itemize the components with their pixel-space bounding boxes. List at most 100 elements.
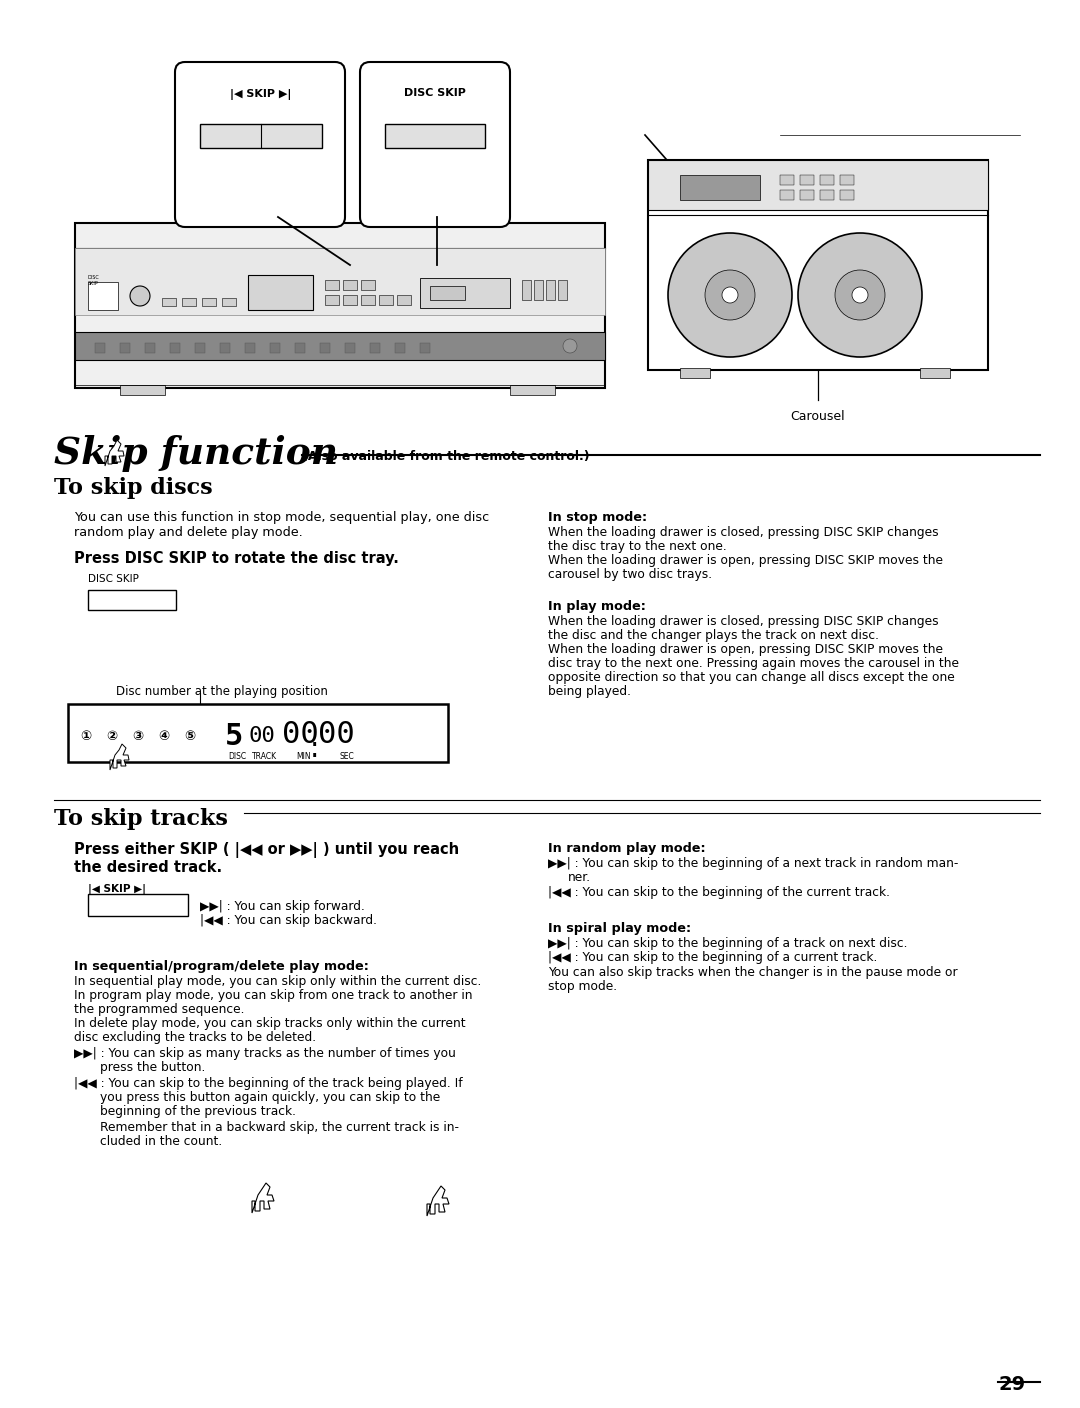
Circle shape (852, 287, 868, 303)
Text: 00: 00 (282, 719, 319, 749)
Bar (648, 161, 988, 210)
Bar (840, 175, 854, 184)
Text: |◀◀ : You can skip to the beginning of the track being played. If: |◀◀ : You can skip to the beginning of t… (75, 1077, 462, 1090)
Bar (397, 296, 411, 306)
Text: cluded in the count.: cluded in the count. (100, 1135, 222, 1148)
Bar (920, 367, 950, 377)
Bar (343, 296, 357, 306)
Bar (546, 280, 555, 300)
Bar (379, 296, 393, 306)
Bar (522, 280, 531, 300)
Polygon shape (110, 743, 129, 770)
Bar (840, 190, 854, 200)
Text: ▶▶| : You can skip to the beginning of a track on next disc.: ▶▶| : You can skip to the beginning of a… (548, 936, 907, 950)
Text: When the loading drawer is closed, pressing DISC SKIP changes: When the loading drawer is closed, press… (548, 615, 939, 628)
Bar (361, 296, 375, 306)
Text: |◀ SKIP ▶|: |◀ SKIP ▶| (87, 884, 146, 895)
Text: Press DISC SKIP to rotate the disc tray.: Press DISC SKIP to rotate the disc tray. (75, 551, 399, 566)
Text: In program play mode, you can skip from one track to another in: In program play mode, you can skip from … (75, 988, 473, 1002)
Text: ⑤: ⑤ (184, 729, 195, 743)
Text: In delete play mode, you can skip tracks only within the current: In delete play mode, you can skip tracks… (75, 1017, 465, 1031)
Bar (170, 344, 180, 353)
Text: To skip discs: To skip discs (54, 477, 213, 498)
Circle shape (798, 232, 922, 358)
Text: ▶▶| : You can skip to the beginning of a next track in random man-: ▶▶| : You can skip to the beginning of a… (548, 857, 958, 870)
Text: the programmed sequence.: the programmed sequence. (75, 1002, 244, 1017)
Text: MIN: MIN (296, 752, 311, 760)
Text: TRACK: TRACK (252, 752, 278, 760)
Bar (75, 332, 605, 360)
Text: 00: 00 (318, 719, 354, 749)
Bar (780, 175, 794, 184)
Text: Carousel: Carousel (791, 410, 846, 422)
Text: disc tray to the next one. Pressing again moves the carousel in the: disc tray to the next one. Pressing agai… (548, 658, 959, 670)
Bar (680, 175, 760, 200)
Bar (195, 344, 205, 353)
Circle shape (835, 270, 885, 320)
Bar (648, 161, 988, 370)
Text: the desired track.: the desired track. (75, 860, 222, 874)
Text: In play mode:: In play mode: (548, 600, 646, 612)
Circle shape (130, 286, 150, 306)
Text: Skip function: Skip function (54, 435, 338, 472)
Bar (245, 344, 255, 353)
Bar (295, 344, 305, 353)
Bar (343, 280, 357, 290)
Text: ②: ② (106, 729, 118, 743)
Bar (820, 190, 834, 200)
Bar (420, 277, 510, 308)
Bar (820, 175, 834, 184)
Bar (200, 124, 322, 148)
Text: When the loading drawer is closed, pressing DISC SKIP changes: When the loading drawer is closed, press… (548, 527, 939, 539)
Bar (270, 344, 280, 353)
Text: stop mode.: stop mode. (548, 980, 617, 993)
Text: You can use this function in stop mode, sequential play, one disc: You can use this function in stop mode, … (75, 511, 489, 524)
Text: SEC: SEC (340, 752, 354, 760)
Text: ①: ① (80, 729, 91, 743)
Text: Disc number at the playing position: Disc number at the playing position (116, 686, 328, 698)
Text: Press either SKIP ( |◀◀ or ▶▶| ) until you reach: Press either SKIP ( |◀◀ or ▶▶| ) until y… (75, 842, 459, 857)
Text: opposite direction so that you can change all discs except the one: opposite direction so that you can chang… (548, 672, 955, 684)
Circle shape (705, 270, 755, 320)
Bar (248, 275, 313, 310)
Text: :: : (310, 735, 320, 763)
Bar (75, 248, 605, 315)
Text: the disc tray to the next one.: the disc tray to the next one. (548, 541, 727, 553)
Text: In sequential play mode, you can skip only within the current disc.: In sequential play mode, you can skip on… (75, 974, 482, 988)
Text: When the loading drawer is open, pressing DISC SKIP moves the: When the loading drawer is open, pressin… (548, 553, 943, 567)
Text: random play and delete play mode.: random play and delete play mode. (75, 527, 302, 539)
Text: you press this button again quickly, you can skip to the: you press this button again quickly, you… (100, 1091, 441, 1104)
Text: carousel by two disc trays.: carousel by two disc trays. (548, 567, 712, 582)
Bar (780, 190, 794, 200)
Text: |◀◀ : You can skip backward.: |◀◀ : You can skip backward. (200, 914, 377, 926)
Bar (800, 190, 814, 200)
Bar (325, 296, 339, 306)
Bar (800, 175, 814, 184)
Text: DISC SKIP: DISC SKIP (404, 87, 465, 99)
Bar (420, 344, 430, 353)
Text: DISC
SKIP: DISC SKIP (87, 275, 99, 286)
Bar (384, 124, 485, 148)
Bar (395, 344, 405, 353)
Bar (510, 384, 555, 396)
Bar (370, 344, 380, 353)
FancyBboxPatch shape (360, 62, 510, 227)
Text: In stop mode:: In stop mode: (548, 511, 647, 524)
Text: disc excluding the tracks to be deleted.: disc excluding the tracks to be deleted. (75, 1031, 316, 1043)
Circle shape (669, 232, 792, 358)
Text: |◀◀ : You can skip to the beginning of the current track.: |◀◀ : You can skip to the beginning of t… (548, 886, 890, 898)
Bar (75, 222, 605, 389)
Bar (145, 344, 156, 353)
Bar (162, 298, 176, 306)
Bar (361, 280, 375, 290)
Bar (222, 298, 237, 306)
Bar (120, 384, 165, 396)
Text: ner.: ner. (568, 872, 591, 884)
Text: ▶▶| : You can skip as many tracks as the number of times you: ▶▶| : You can skip as many tracks as the… (75, 1048, 456, 1060)
Text: being played.: being played. (548, 686, 631, 698)
Polygon shape (105, 439, 124, 466)
Text: In spiral play mode:: In spiral play mode: (548, 922, 691, 935)
Bar (680, 367, 710, 377)
Text: .  .  .: . . . (75, 755, 95, 765)
Circle shape (563, 339, 577, 353)
